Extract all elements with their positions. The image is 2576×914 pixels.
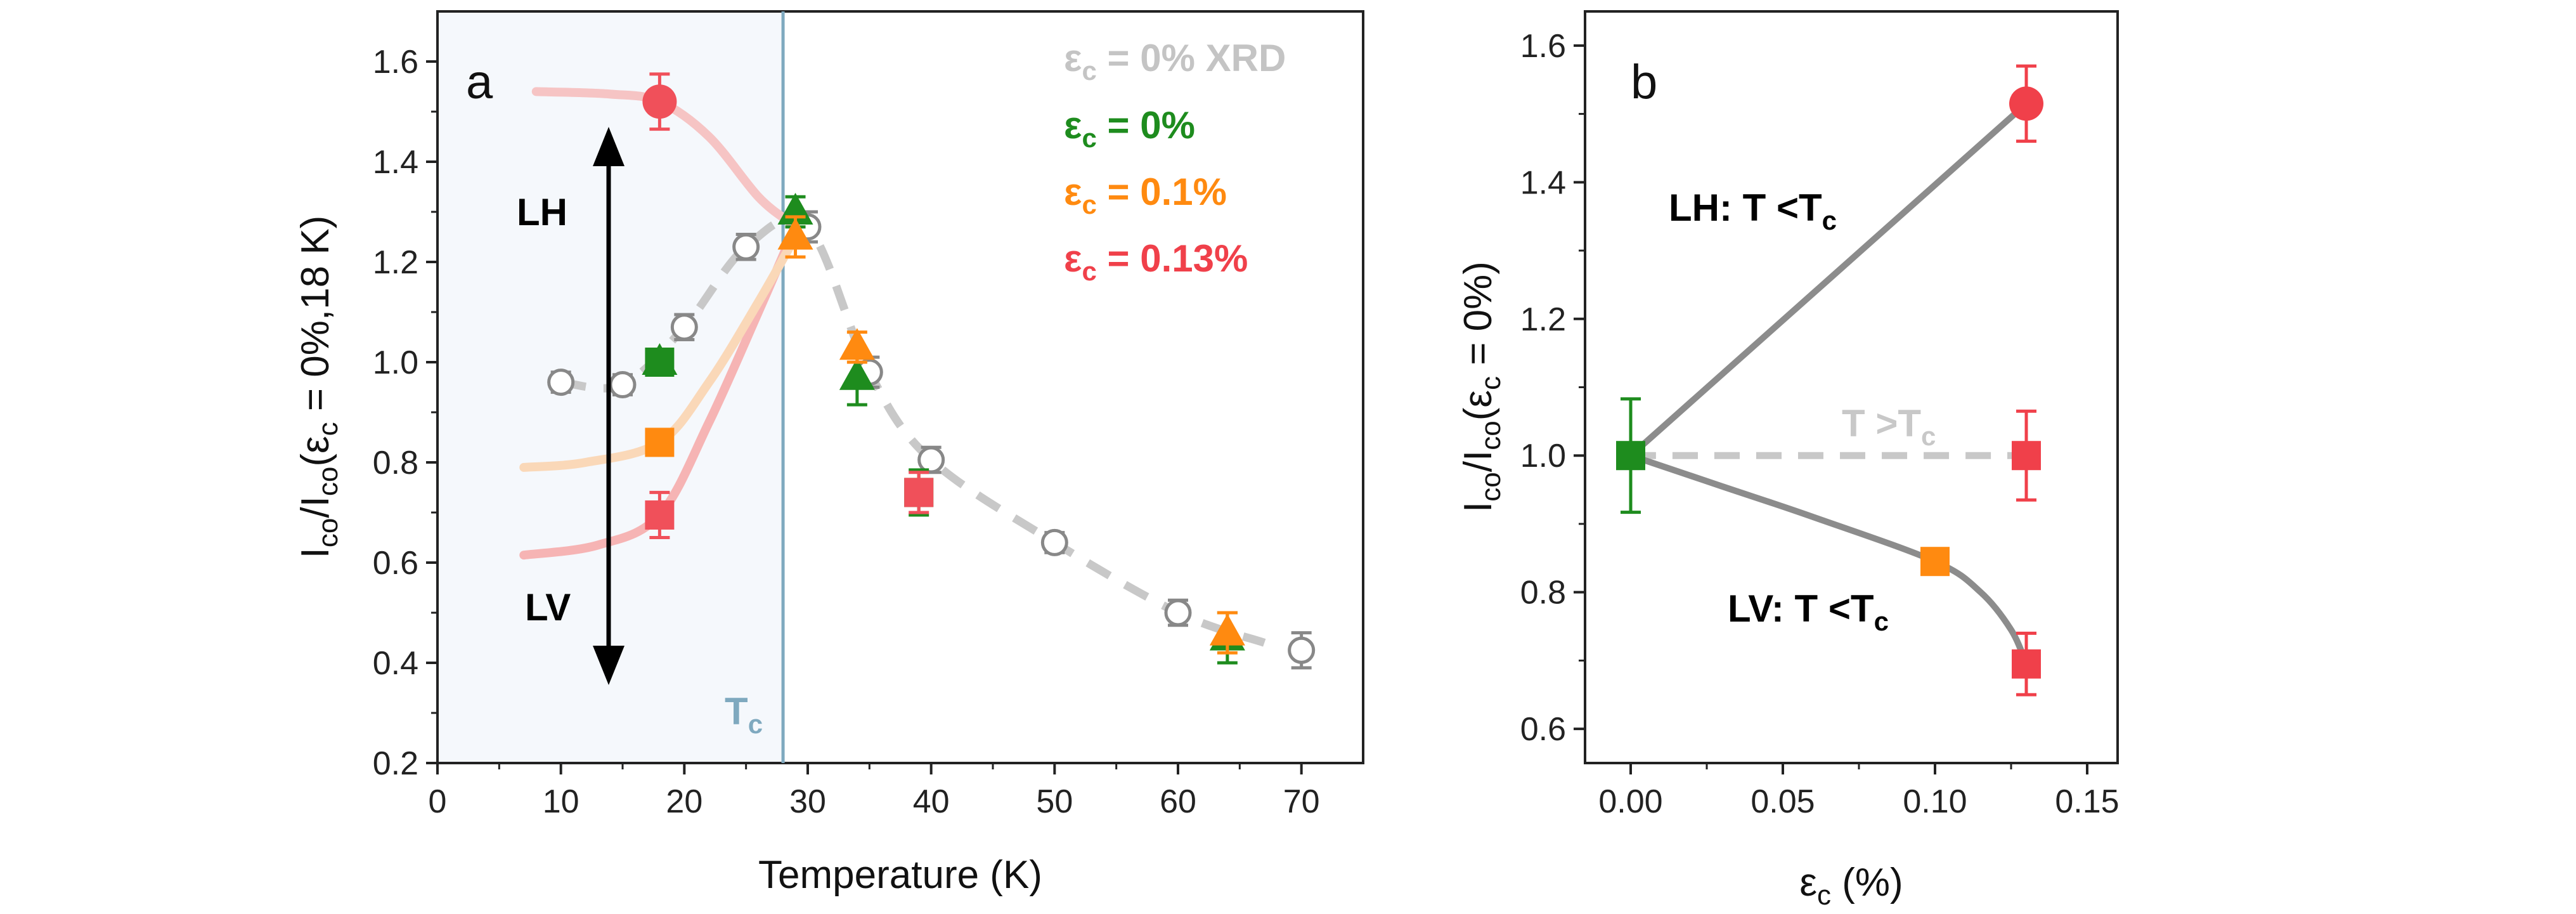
- point-triangle-ff8a10: [839, 328, 875, 360]
- point-square-ff8a10: [645, 428, 675, 457]
- legend-entry-0.13: εc = 0.13%: [1064, 237, 1248, 286]
- legend: εc = 0% XRD εc = 0% εc = 0.1% εc = 0.13%: [1064, 37, 1286, 286]
- panel-a-frame: [436, 10, 1364, 764]
- point-circle-f0505a: [642, 84, 677, 119]
- panel-a-y-axis-title: Ico/Ico(εc = 0%,18 K): [294, 216, 344, 559]
- y-tick-label: 1.6: [373, 44, 418, 81]
- panel-a-label: a: [466, 55, 493, 109]
- panel-b-chart: 0.00 0.05 0.10 0.15 0.6 0.8 1.0 1.2 1.4 1.6 b LH…: [1456, 10, 2120, 911]
- point-open-circle-888888: [917, 446, 945, 474]
- point-square-ff8a10: [1920, 547, 1950, 577]
- lv-label: LV: [525, 586, 571, 629]
- x-tick-label: 70: [1283, 783, 1320, 820]
- point-square-f0404a: [2012, 649, 2041, 679]
- x-tick-label: 20: [666, 783, 702, 820]
- lv-arrow-head: [593, 646, 625, 685]
- point-triangle-ff8a10: [1209, 613, 1245, 646]
- red-guide-curve: [531, 87, 794, 226]
- legend-entry-xrd: εc = 0% XRD: [1064, 37, 1286, 86]
- lh-annotation: LH: T <Tc: [1669, 186, 1837, 235]
- point-open-circle-888888: [547, 369, 575, 396]
- x-tick-label: 60: [1160, 783, 1196, 820]
- x-tick-label: 50: [1036, 783, 1073, 820]
- y-tick-label: 0.6: [1520, 711, 1566, 748]
- legend-entry-0: εc = 0%: [1064, 104, 1195, 153]
- x-tick-label: 40: [913, 783, 950, 820]
- point-square-1e8c1e: [645, 348, 675, 377]
- lh-arrow-head: [593, 127, 625, 166]
- y-tick-label: 1.2: [1520, 301, 1566, 338]
- y-tick-label: 0.8: [1520, 575, 1566, 611]
- point-open-circle-888888: [1288, 636, 1316, 664]
- x-tick-label: 0: [429, 783, 447, 820]
- x-tick-label: 0.15: [2055, 783, 2119, 820]
- panel-b-x-axis-title: εc (%): [1799, 861, 1903, 911]
- point-circle-f0404a: [2009, 86, 2043, 121]
- y-tick-label: 1.6: [1520, 28, 1566, 65]
- x-tick-label: 0.05: [1751, 783, 1815, 820]
- point-triangle-1e8c1e: [839, 358, 875, 390]
- lh-label: LH: [517, 191, 567, 233]
- x-tick-label: 0.00: [1598, 783, 1662, 820]
- x-tick-label: 10: [543, 783, 579, 820]
- y-tick-label: 1.4: [373, 144, 418, 181]
- x-tick-label: 30: [789, 783, 826, 820]
- tc-label: Tc: [725, 690, 763, 739]
- t-above-tc-annotation: T >Tc: [1842, 402, 1936, 451]
- point-open-circle-888888: [1164, 599, 1192, 627]
- orange-guide-curve: [519, 232, 800, 472]
- point-open-circle-888888: [1040, 528, 1068, 556]
- point-open-circle-888888: [609, 371, 637, 399]
- y-tick-label: 1.4: [1520, 164, 1566, 201]
- point-square-f0404a: [2012, 441, 2041, 471]
- y-tick-label: 1.2: [373, 244, 418, 281]
- point-square-f0505a: [645, 500, 675, 530]
- panel-b-label: b: [1631, 55, 1657, 109]
- panel-b-y-axis-title: Ico/Ico(εc = 0%): [1456, 261, 1506, 512]
- y-tick-label: 1.0: [1520, 438, 1566, 474]
- point-square-1e8c1e: [1616, 441, 1645, 471]
- legend-entry-0.1: εc = 0.1%: [1064, 171, 1227, 219]
- lh-line: [1628, 101, 2029, 458]
- y-tick-label: 0.4: [373, 645, 418, 682]
- point-open-circle-888888: [670, 313, 698, 341]
- panel-a-x-axis-title: Temperature (K): [758, 853, 1042, 897]
- point-open-circle-888888: [732, 233, 760, 261]
- y-tick-label: 0.6: [373, 545, 418, 582]
- lv-curve: [1629, 452, 2029, 665]
- y-tick-label: 0.2: [373, 745, 418, 782]
- panel-a-chart: 0 10 20 30 40 50 60 70 0.2 0.4 0.6 0.8 1.0 1.2 1.4 1.6…: [294, 10, 1364, 897]
- y-tick-label: 1.0: [373, 344, 418, 381]
- y-tick-label: 0.8: [373, 445, 418, 481]
- lv-annotation: LV: T <Tc: [1728, 587, 1889, 636]
- point-triangle-ff8a10: [777, 218, 813, 250]
- x-tick-label: 0.10: [1903, 783, 1967, 820]
- point-square-f0505a: [904, 478, 934, 507]
